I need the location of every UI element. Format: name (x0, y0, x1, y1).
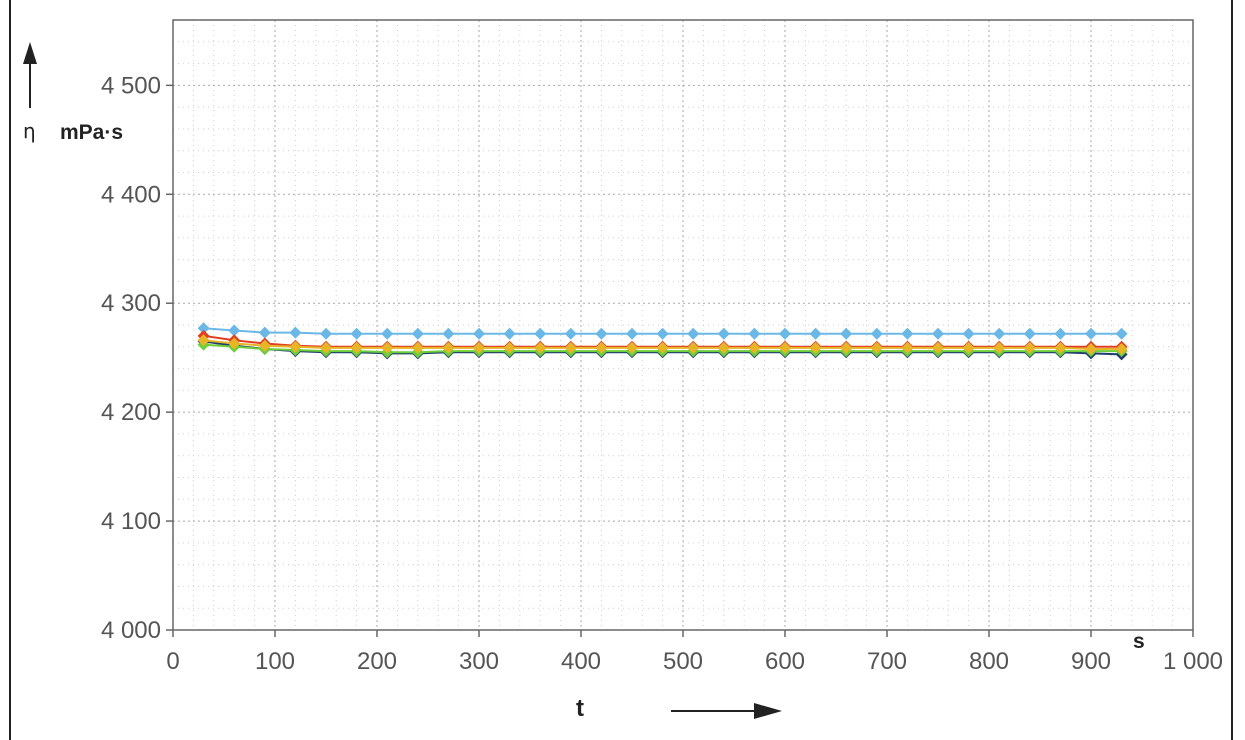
data-point (626, 341, 638, 354)
data-point (564, 327, 577, 340)
data-point (870, 327, 883, 340)
data-point (442, 327, 455, 340)
data-point (381, 327, 394, 340)
data-point (534, 341, 547, 354)
y-axis-symbol: η (23, 119, 36, 143)
data-point (473, 327, 485, 340)
data-point (473, 341, 485, 354)
series-layer (197, 322, 1128, 361)
y-tick-label: 4 000 (101, 617, 161, 644)
y-tick-label: 4 200 (101, 399, 161, 426)
y-tick-label: 4 500 (101, 72, 161, 99)
y-axis-unit: mPa·s (60, 121, 123, 144)
series-1 (197, 322, 1128, 340)
data-point (228, 324, 241, 337)
data-point (1054, 341, 1067, 354)
data-point (901, 327, 914, 340)
data-point (932, 341, 944, 354)
y-axis-arrow-icon (23, 42, 37, 64)
data-point (1023, 327, 1036, 340)
x-tick-label: 0 (166, 648, 179, 675)
data-point (320, 341, 332, 354)
x-tick-label: 800 (969, 648, 1009, 675)
data-point (1054, 327, 1067, 340)
data-point (748, 327, 761, 340)
data-point (350, 341, 363, 354)
data-point (1023, 341, 1036, 354)
axis-ticks: 0 100 200 300 400 500 600 700 800 900 1 000 4 000 4 … (101, 72, 1223, 675)
data-point (717, 327, 730, 340)
data-point (779, 327, 791, 340)
data-point (595, 341, 608, 354)
data-point (962, 341, 975, 354)
data-point (411, 341, 424, 354)
series-5 (197, 334, 1128, 355)
data-point (840, 327, 853, 340)
data-point (656, 341, 669, 354)
x-tick-label: 900 (1071, 648, 1111, 675)
y-tick-label: 4 400 (101, 181, 161, 208)
data-point (748, 341, 761, 354)
data-point (442, 341, 455, 354)
data-point (289, 340, 302, 353)
data-point (503, 327, 516, 340)
data-point (993, 327, 1006, 340)
data-point (962, 327, 975, 340)
plot-grid (173, 20, 1193, 630)
data-point (197, 334, 210, 347)
data-point (901, 341, 914, 354)
data-point (534, 327, 547, 340)
data-point (993, 341, 1006, 354)
data-point (840, 341, 853, 354)
x-tick-label: 200 (357, 648, 397, 675)
y-tick-label: 4 100 (101, 508, 161, 535)
y-tick-label: 4 300 (101, 290, 161, 317)
data-point (1115, 327, 1128, 340)
x-tick-label: 100 (255, 648, 295, 675)
data-point (870, 341, 883, 354)
data-point (1115, 342, 1128, 355)
data-point (564, 341, 577, 354)
data-point (503, 341, 516, 354)
data-point (1085, 327, 1097, 340)
x-axis-arrow-icon (754, 703, 782, 719)
data-point (626, 327, 638, 340)
data-point (289, 326, 302, 339)
data-point (381, 341, 394, 354)
data-point (932, 327, 944, 340)
data-point (228, 337, 241, 350)
data-point (258, 326, 271, 339)
x-tick-label: 1 000 (1163, 648, 1223, 675)
data-point (595, 327, 608, 340)
data-point (779, 341, 791, 354)
x-tick-label: 500 (663, 648, 703, 675)
data-point (687, 341, 700, 354)
data-point (320, 327, 332, 340)
data-point (197, 322, 210, 335)
data-point (656, 327, 669, 340)
data-point (350, 327, 363, 340)
x-axis-unit: s (1133, 630, 1145, 653)
data-point (717, 341, 730, 354)
data-point (687, 327, 700, 340)
x-axis-symbol: t (576, 695, 584, 722)
data-point (1085, 342, 1097, 355)
data-point (258, 339, 271, 352)
data-point (809, 341, 822, 354)
x-tick-label: 600 (765, 648, 805, 675)
x-tick-label: 400 (561, 648, 601, 675)
data-point (809, 327, 822, 340)
x-tick-label: 300 (459, 648, 499, 675)
x-tick-label: 700 (867, 648, 907, 675)
data-point (411, 327, 424, 340)
